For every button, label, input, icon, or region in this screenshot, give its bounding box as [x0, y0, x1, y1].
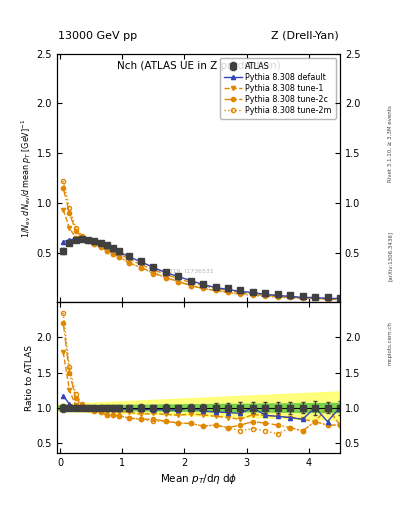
Text: Z (Drell-Yan): Z (Drell-Yan)	[272, 31, 339, 41]
Y-axis label: Ratio to ATLAS: Ratio to ATLAS	[25, 345, 34, 411]
Text: [arXiv:1306.3436]: [arXiv:1306.3436]	[388, 231, 393, 281]
Text: mcplots.cern.ch: mcplots.cern.ch	[388, 321, 393, 365]
Text: AT_0019  I1736531: AT_0019 I1736531	[154, 269, 214, 274]
Text: Rivet 3.1.10, ≥ 3.3M events: Rivet 3.1.10, ≥ 3.3M events	[388, 105, 393, 182]
Y-axis label: $1/N_\mathrm{ev}\;dN_\mathrm{ev}/d\;\mathrm{mean}\;p_T\;[\mathrm{GeV}]^{-1}$: $1/N_\mathrm{ev}\;dN_\mathrm{ev}/d\;\mat…	[19, 118, 34, 238]
X-axis label: Mean $p_T$/d$\eta\;$d$\phi$: Mean $p_T$/d$\eta\;$d$\phi$	[160, 472, 237, 486]
Text: Nch (ATLAS UE in Z production): Nch (ATLAS UE in Z production)	[117, 61, 280, 71]
Text: 13000 GeV pp: 13000 GeV pp	[58, 31, 137, 41]
Legend: ATLAS, Pythia 8.308 default, Pythia 8.308 tune-1, Pythia 8.308 tune-2c, Pythia 8: ATLAS, Pythia 8.308 default, Pythia 8.30…	[220, 58, 336, 119]
